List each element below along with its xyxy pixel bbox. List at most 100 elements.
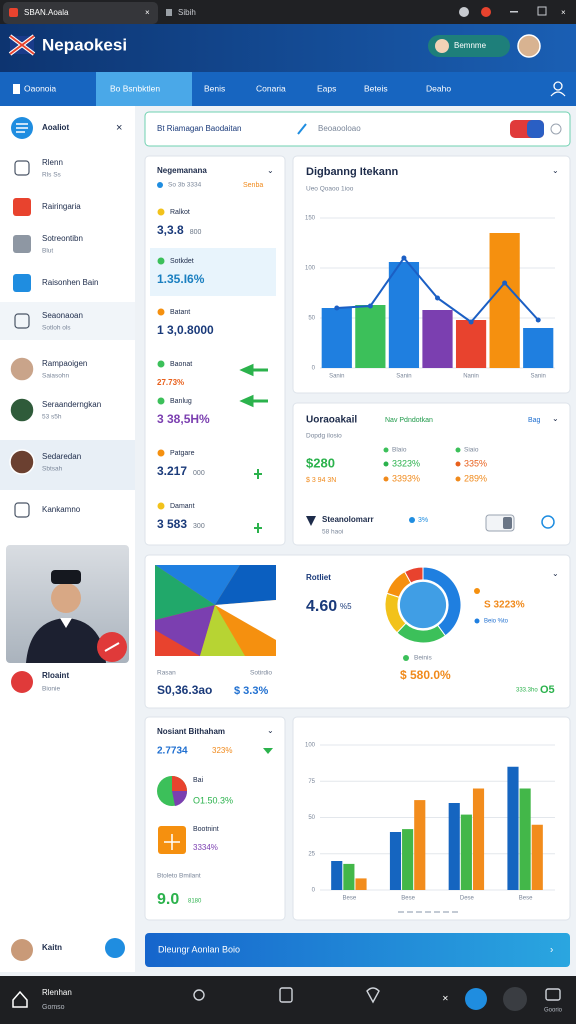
art-value: S0,36.3ao [157,683,212,697]
row-value: 3% [418,517,428,524]
pie-icon [157,776,188,806]
list-item-value: 3334% [193,843,218,852]
browser-tab[interactable] [3,2,158,24]
list-label: Btoleto Bmilant [157,873,201,880]
search-bar[interactable] [144,111,571,147]
legend-text: Beinis [414,655,432,662]
chevron[interactable]: ⌄ [552,414,559,423]
close-icon[interactable]: ✕ [442,994,449,1003]
sidebar-item[interactable]: Rlenn [42,158,63,167]
sidebar-item-sub: Sbtsah [42,466,63,473]
metrics-title: Negemanana [157,166,207,175]
sidebar-item[interactable]: Rairingaria [42,202,81,211]
x-tick-label: Bese [401,896,415,902]
stats-main-sub: $ 3 94 3N [306,477,336,484]
y-tick-label: 50 [308,316,315,322]
settings-icon[interactable] [541,515,555,529]
user-name: Kaitn [42,943,62,952]
call-icon [104,642,120,652]
x-tick-label: Sanin [396,374,411,380]
metric-icon [157,502,165,510]
bar [388,262,420,368]
nav-bar [0,72,576,106]
metric-value: 1 3,0.8000 [157,323,214,337]
dot [455,447,461,453]
nav-item[interactable]: Bo Bsnbktlen [110,83,160,93]
chevron[interactable]: ⌄ [267,726,274,735]
chat-button[interactable] [105,938,125,958]
list-value: 2.7734 [157,746,188,757]
dot [409,517,415,523]
button-arrow: › [550,945,553,956]
chevron[interactable]: ⌄ [552,569,559,578]
tab-icon [9,8,18,17]
search-icon[interactable] [193,989,205,1001]
sidebar-item[interactable]: Kankamno [42,505,81,514]
metric-value: 3 583 [157,517,187,531]
nav-item[interactable]: Deaho [426,83,451,93]
sidebar-item[interactable]: Sotreontibn [42,234,83,243]
chevron[interactable]: ⌄ [267,166,274,175]
chevron[interactable]: ⌄ [552,166,559,175]
home-icon[interactable] [12,990,28,1008]
refresh-icon[interactable] [550,123,562,135]
legend-dot [474,618,480,624]
nav-item[interactable]: Oaonoia [24,83,56,93]
sidebar-item[interactable]: Seaonaoan [42,311,83,320]
tab-close[interactable]: × [145,8,150,17]
x-tick-label: Bese [519,896,533,902]
nav-item[interactable]: Conaria [256,83,286,93]
metric-value: 27.73% [157,378,184,387]
fab[interactable] [465,988,487,1010]
dot [455,461,461,467]
sidebar-item[interactable]: Sedaredan [42,452,81,461]
minimize[interactable] [510,11,518,13]
y-tick-label: 25 [308,851,315,857]
sidebar-item[interactable]: Raisonhen Bain [42,278,98,287]
maximize[interactable] [537,6,547,16]
heart-icon[interactable] [366,987,380,1004]
window-icon[interactable] [481,7,491,17]
window-icon[interactable] [459,7,469,17]
bar [523,328,554,368]
donut-title: Rotliet [306,573,331,582]
metric-label: Batant [170,309,190,316]
nav-item[interactable]: Beteis [364,83,388,93]
account-pill[interactable] [428,35,510,57]
nav-item[interactable]: Benis [204,83,225,93]
book-icon[interactable] [279,987,293,1003]
user-avatar[interactable] [11,939,33,961]
bar [519,788,531,890]
y-tick-label: 100 [305,266,316,272]
stats-tag: Nav Pdndotkan [385,417,433,424]
button-label: Dleungr Aonlan Boio [158,944,240,954]
item-icon [164,834,180,850]
line-point [334,305,340,311]
metric-value: 3.217 [157,464,187,478]
y-tick-label: 75 [308,779,315,785]
tab-title[interactable]: Sibih [178,8,196,17]
chat-icon[interactable] [545,988,561,1001]
pill-label: Bemnme [454,41,487,50]
sidebar-item[interactable]: Seraanderngkan [42,400,101,409]
sidebar-item[interactable]: Rampaoigen [42,359,87,368]
video-sub: Bionie [42,686,60,693]
bar [355,878,367,890]
list-label: Bootnint [193,826,219,833]
user-icon[interactable] [553,81,563,91]
dot [383,447,389,453]
metrics-sub: So 3b 3334 [168,182,202,189]
sidebar-close[interactable]: × [116,122,122,134]
edit-icon[interactable] [297,123,307,135]
close[interactable]: × [561,8,566,17]
stats-link[interactable]: Bag [528,417,541,424]
nav-item[interactable]: Eaps [317,83,336,93]
tools-button[interactable] [503,987,527,1011]
line-point [468,319,474,325]
bar [389,832,402,890]
action-button[interactable] [145,933,570,967]
artwork [155,565,276,656]
chart: 0 25 50 75 100 Bese Bese Dese Bese [305,743,555,902]
avatar[interactable] [517,34,541,58]
